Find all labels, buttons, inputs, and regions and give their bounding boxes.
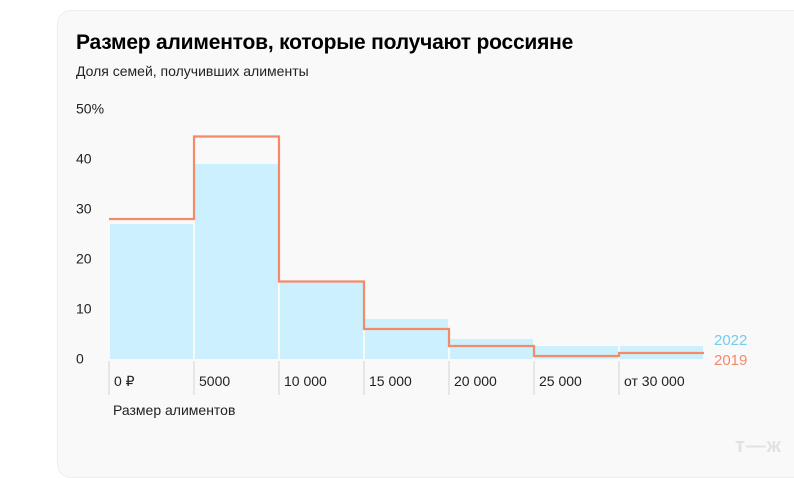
x-tick-label: 15 000 (369, 373, 412, 389)
x-tick-label: 5000 (199, 373, 230, 389)
bar-2022 (280, 281, 363, 359)
chart-subtitle: Доля семей, получивших алименты (76, 63, 309, 79)
watermark-logo: т—ж (735, 435, 782, 457)
y-tick-label: 30 (76, 201, 92, 217)
y-tick-label: 20 (76, 251, 92, 267)
bar-2022 (450, 339, 533, 359)
x-tick-label: 25 000 (539, 373, 582, 389)
legend-2022: 2022 (714, 332, 747, 349)
bar-2022 (110, 224, 193, 359)
bar-2022 (195, 164, 278, 359)
y-tick-label: 10 (76, 301, 92, 317)
x-tick-label: от 30 000 (624, 373, 685, 389)
y-tick-label: 40 (76, 151, 92, 167)
x-tick-label: 20 000 (454, 373, 497, 389)
x-tick-label: 0 ₽ (114, 373, 135, 389)
chart-title: Размер алиментов, которые получают росси… (76, 31, 574, 54)
x-axis-label: Размер алиментов (113, 402, 236, 418)
x-tick-label: 10 000 (284, 373, 327, 389)
y-tick-label: 50% (76, 101, 104, 117)
bar-2022 (365, 319, 448, 359)
step-line-2019 (109, 135, 704, 358)
legend-2019: 2019 (714, 352, 747, 369)
y-tick-label: 0 (76, 351, 84, 367)
